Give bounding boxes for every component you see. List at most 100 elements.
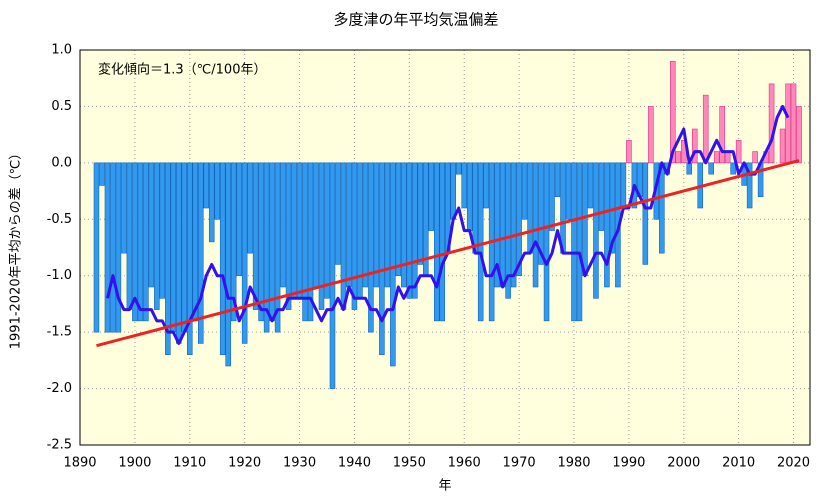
bar [329, 162, 336, 389]
bar [785, 83, 791, 164]
y-tick-label: -2.5 [47, 438, 72, 453]
bar [121, 162, 127, 254]
bar [247, 162, 253, 254]
x-tick-label: 2010 [722, 456, 755, 471]
y-tick-label: 0.0 [51, 155, 72, 170]
bar [587, 162, 594, 209]
bar [93, 162, 100, 333]
bar [708, 162, 714, 175]
bar [110, 162, 116, 333]
bar [390, 162, 396, 367]
bar [132, 162, 138, 322]
bar [719, 106, 725, 164]
bar [395, 162, 402, 277]
bar [340, 162, 347, 310]
bar [263, 162, 270, 333]
x-tick-label: 1900 [118, 456, 151, 471]
bar [543, 162, 550, 322]
bar [571, 162, 577, 322]
bar [796, 106, 802, 164]
bar [346, 162, 352, 288]
y-axis-label: 1991-2020年平均からの差（℃） [9, 147, 24, 349]
bar [351, 162, 358, 310]
bar [691, 128, 698, 164]
bar [428, 162, 435, 231]
bar [159, 162, 166, 299]
bar [477, 162, 484, 322]
x-tick-label: 1970 [503, 456, 536, 471]
bar [373, 162, 380, 288]
bar [626, 139, 632, 164]
bar [494, 162, 500, 288]
bar [302, 162, 308, 322]
bar [192, 162, 199, 322]
bar [203, 162, 210, 209]
bar [406, 162, 413, 299]
bar [104, 162, 111, 333]
annotation: 変化傾向＝1.3（℃/100年） [98, 62, 266, 78]
bar [510, 162, 517, 288]
bar [450, 162, 457, 220]
bar [187, 162, 193, 356]
bar [148, 162, 155, 288]
bar [593, 162, 599, 299]
bar [713, 151, 720, 164]
x-tick-label: 1920 [228, 456, 261, 471]
bar [790, 83, 797, 164]
bar [735, 139, 742, 164]
bar [214, 162, 220, 220]
bar [181, 162, 188, 333]
bar [604, 162, 610, 288]
bar [170, 162, 177, 333]
bar [307, 162, 314, 322]
x-tick-label: 1930 [283, 456, 316, 471]
plot-frame [79, 49, 811, 446]
bar [483, 162, 489, 209]
bar [368, 162, 374, 333]
bar [324, 162, 330, 299]
bar [752, 151, 758, 164]
x-tick-label: 2000 [667, 456, 700, 471]
bar [417, 162, 424, 265]
bar [521, 162, 528, 220]
x-tick-label: 2020 [777, 456, 810, 471]
bar [554, 162, 561, 198]
bar [296, 162, 303, 299]
bar [527, 162, 533, 254]
bar [670, 60, 676, 164]
bar [582, 162, 588, 277]
bar [516, 162, 522, 277]
bar [401, 162, 407, 288]
bar [280, 162, 286, 288]
bar [379, 162, 385, 356]
y-tick-label: -0.5 [47, 212, 72, 227]
bar [208, 162, 215, 243]
x-tick-label: 1910 [173, 456, 206, 471]
bar [538, 162, 544, 265]
chart-title: 多度津の年平均気温偏差 [333, 11, 498, 29]
bar [675, 151, 682, 164]
bar [439, 162, 446, 322]
bar [686, 162, 693, 175]
bar [291, 162, 297, 299]
x-tick-label: 1960 [448, 456, 481, 471]
bar [461, 162, 467, 209]
y-tick-label: 0.5 [51, 99, 72, 114]
bar [176, 162, 182, 344]
bar [126, 162, 133, 310]
bar [318, 162, 325, 310]
bar [285, 162, 292, 310]
bar [225, 162, 231, 367]
bar [433, 162, 440, 322]
bar [768, 83, 775, 164]
bar [746, 162, 753, 209]
bar [565, 162, 572, 220]
bar [648, 106, 654, 164]
bar [620, 162, 627, 209]
bar [576, 162, 583, 322]
bar [505, 162, 511, 299]
bar [230, 162, 237, 322]
bar [197, 162, 204, 344]
bar [313, 162, 319, 288]
